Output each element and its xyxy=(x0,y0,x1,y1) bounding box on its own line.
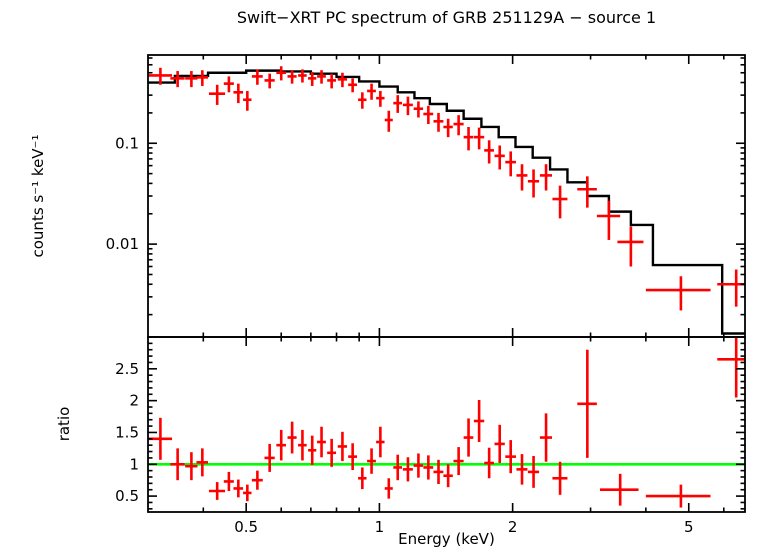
y-tick-label-ratio: 2 xyxy=(129,392,139,410)
x-tick-label: 5 xyxy=(684,518,694,536)
model-histogram-line xyxy=(148,69,745,335)
y-tick-label-counts: 0.1 xyxy=(115,134,139,152)
chart-title: Swift−XRT PC spectrum of GRB 251129A − s… xyxy=(236,8,657,27)
y-tick-label-ratio: 0.5 xyxy=(115,487,139,505)
spectrum-panel-data xyxy=(148,66,745,335)
ratio-panel-frame xyxy=(147,336,746,513)
y-tick-label-ratio: 2.5 xyxy=(115,360,139,378)
y-tick-label-counts: 0.01 xyxy=(106,235,139,253)
x-axis-label-energy: Energy (keV) xyxy=(398,530,495,548)
x-tick-label: 0.5 xyxy=(234,518,258,536)
x-tick-label: 1 xyxy=(375,518,385,536)
x-tick-label: 2 xyxy=(508,518,518,536)
ratio-panel-data xyxy=(148,337,745,508)
y-tick-label-ratio: 1.5 xyxy=(115,423,139,441)
y-tick-label-ratio: 1 xyxy=(129,455,139,473)
